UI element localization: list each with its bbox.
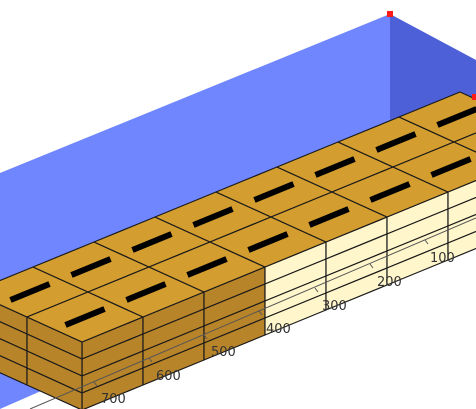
- carton-front-face[interactable]: [447, 218, 476, 261]
- axis-tick: [93, 381, 98, 387]
- carton[interactable]: [398, 91, 476, 143]
- carton[interactable]: [453, 117, 476, 167]
- axis-ticks: 100 200 300 400 500 600 700: [101, 251, 455, 407]
- tick-label-500: 500: [211, 345, 236, 360]
- axis-tick: [424, 239, 429, 245]
- carton-tape: [314, 156, 356, 178]
- carton-tape: [253, 181, 295, 203]
- carton-tape: [131, 231, 173, 253]
- tick-label-100: 100: [430, 251, 455, 266]
- axis-tick: [314, 287, 319, 293]
- carton-top-face[interactable]: [453, 117, 476, 167]
- axis-tick: [203, 334, 208, 340]
- carton-tape: [64, 306, 106, 328]
- carton-tape: [125, 281, 167, 303]
- axis-tick: [369, 263, 374, 269]
- carton-tape: [9, 281, 51, 303]
- axis-tick: [148, 357, 153, 363]
- carton-tape: [375, 131, 417, 153]
- tick-label-400: 400: [266, 322, 291, 337]
- carton-tape: [436, 106, 476, 128]
- carton-top-face[interactable]: [398, 91, 476, 143]
- container-corner-marker: [387, 11, 393, 17]
- carton-front-face[interactable]: [447, 184, 476, 227]
- carton-front-face[interactable]: [447, 201, 476, 244]
- carton[interactable]: [392, 141, 476, 193]
- tick-label-700: 700: [101, 392, 126, 407]
- carton-tape: [369, 181, 411, 203]
- carton-top-face[interactable]: [392, 141, 476, 193]
- axis-line: [29, 217, 476, 409]
- carton-front-face[interactable]: [447, 167, 476, 210]
- carton-end-face[interactable]: [26, 367, 83, 409]
- tick-label-600: 600: [156, 369, 181, 384]
- carton-tape: [70, 256, 112, 278]
- carton-tape: [192, 206, 234, 228]
- tick-label-300: 300: [322, 299, 347, 314]
- carton-tape: [186, 256, 228, 278]
- carton-tape: [308, 206, 350, 228]
- container-corner-marker: [472, 94, 476, 100]
- carton-tape: [430, 156, 472, 178]
- axis-tick: [258, 310, 263, 316]
- tick-label-200: 200: [377, 275, 402, 290]
- carton-tape: [247, 231, 289, 253]
- length-axis: [29, 217, 476, 409]
